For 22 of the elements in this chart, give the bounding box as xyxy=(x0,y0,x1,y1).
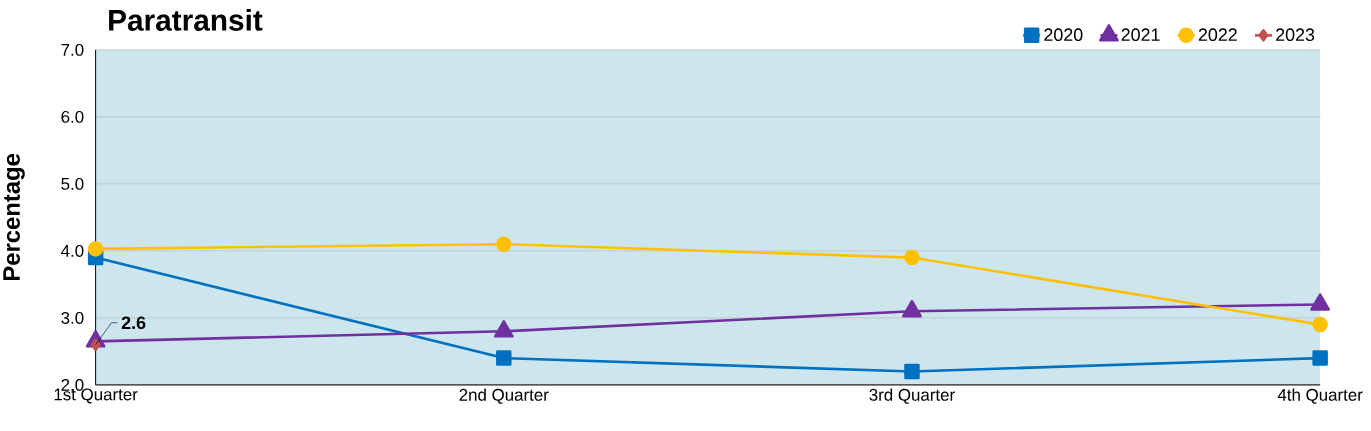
point xyxy=(496,350,512,366)
legend-label: 2022 xyxy=(1198,28,1237,42)
annotation: 2.6 xyxy=(121,316,146,330)
point xyxy=(1312,350,1328,366)
x-tick-label: 3rd Quarter xyxy=(869,388,955,404)
legend-label: 2020 xyxy=(1044,28,1083,42)
y-tick-label: 4.0 xyxy=(61,245,84,257)
x-tick-label: 4th Quarter xyxy=(1277,388,1363,404)
point xyxy=(904,363,920,380)
legend-label: 2023 xyxy=(1276,28,1315,42)
point xyxy=(904,249,920,266)
point xyxy=(1312,316,1328,333)
x-tick-label: 2nd Quarter xyxy=(459,388,549,404)
y-tick-label: 6.0 xyxy=(61,111,84,123)
point xyxy=(87,241,104,257)
y-tick-label: 3.0 xyxy=(61,312,84,324)
point xyxy=(496,236,512,253)
chart-title: Paratransit xyxy=(109,9,263,31)
y-axis-title: Percentage xyxy=(3,154,25,281)
y-tick-label: 5.0 xyxy=(61,178,84,190)
legend-label: 2021 xyxy=(1121,28,1160,42)
y-tick-label: 7.0 xyxy=(61,43,84,56)
